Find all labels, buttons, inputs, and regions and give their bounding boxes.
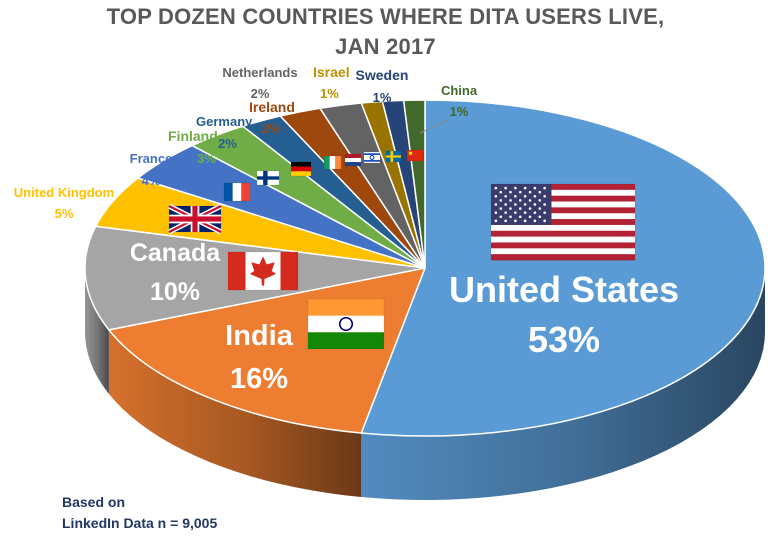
slice-value-germany: 2% — [218, 136, 237, 151]
slice-label-ireland: Ireland — [249, 99, 295, 115]
india-flag — [307, 298, 385, 350]
source-note-line-1: Based on — [62, 494, 126, 510]
slice-value-sweden: 1% — [373, 90, 392, 105]
slice-value-france: 4% — [142, 173, 161, 188]
slice-label-netherlands: Netherlands — [222, 65, 297, 80]
chart-title-line-1: TOP DOZEN COUNTRIES WHERE DITA USERS LIV… — [106, 4, 665, 29]
slice-value-china: 1% — [450, 104, 469, 119]
pie-side-shade-india — [108, 329, 362, 498]
source-note-line-2: LinkedIn Data n = 9,005 — [62, 515, 218, 531]
chart-title-line-2: JAN 2017 — [335, 34, 436, 59]
finland-flag — [256, 170, 280, 186]
slice-label-united-states: United States — [449, 269, 679, 310]
slice-value-netherlands: 2% — [251, 86, 270, 101]
slice-value-israel: 1% — [320, 86, 339, 101]
slice-value-united-states: 53% — [528, 319, 600, 360]
slice-label-germany: Germany — [196, 114, 253, 129]
netherlands-flag — [344, 153, 362, 167]
slice-label-india: India — [225, 320, 294, 352]
slice-label-china: China — [441, 83, 478, 98]
us-flag — [490, 183, 636, 261]
canada-flag — [227, 251, 299, 291]
slice-value-ireland: 2% — [262, 121, 281, 136]
france-flag — [223, 182, 251, 202]
ireland-flag — [323, 155, 342, 170]
slice-value-canada: 10% — [150, 278, 200, 306]
germany-flag — [290, 161, 312, 177]
slice-value-finland: 3% — [197, 151, 216, 166]
pie-slice-united-states — [360, 99, 766, 437]
slice-value-united-kingdom: 5% — [55, 206, 74, 221]
pie-side-shade-united-states — [361, 268, 765, 500]
pie-slice-china — [402, 99, 426, 269]
slice-value-india: 16% — [230, 363, 288, 395]
slice-label-finland: Finland — [168, 128, 218, 144]
uk-flag — [167, 203, 223, 235]
slice-label-canada: Canada — [130, 239, 221, 267]
slice-label-israel: Israel — [313, 64, 350, 80]
slice-label-france: France — [130, 151, 173, 166]
china-leader-line — [419, 119, 449, 134]
sweden-flag — [385, 150, 402, 163]
israel-flag — [363, 151, 381, 164]
china-flag — [406, 149, 424, 162]
slice-label-united-kingdom: United Kingdom — [14, 185, 114, 200]
slice-label-sweden: Sweden — [356, 67, 409, 83]
